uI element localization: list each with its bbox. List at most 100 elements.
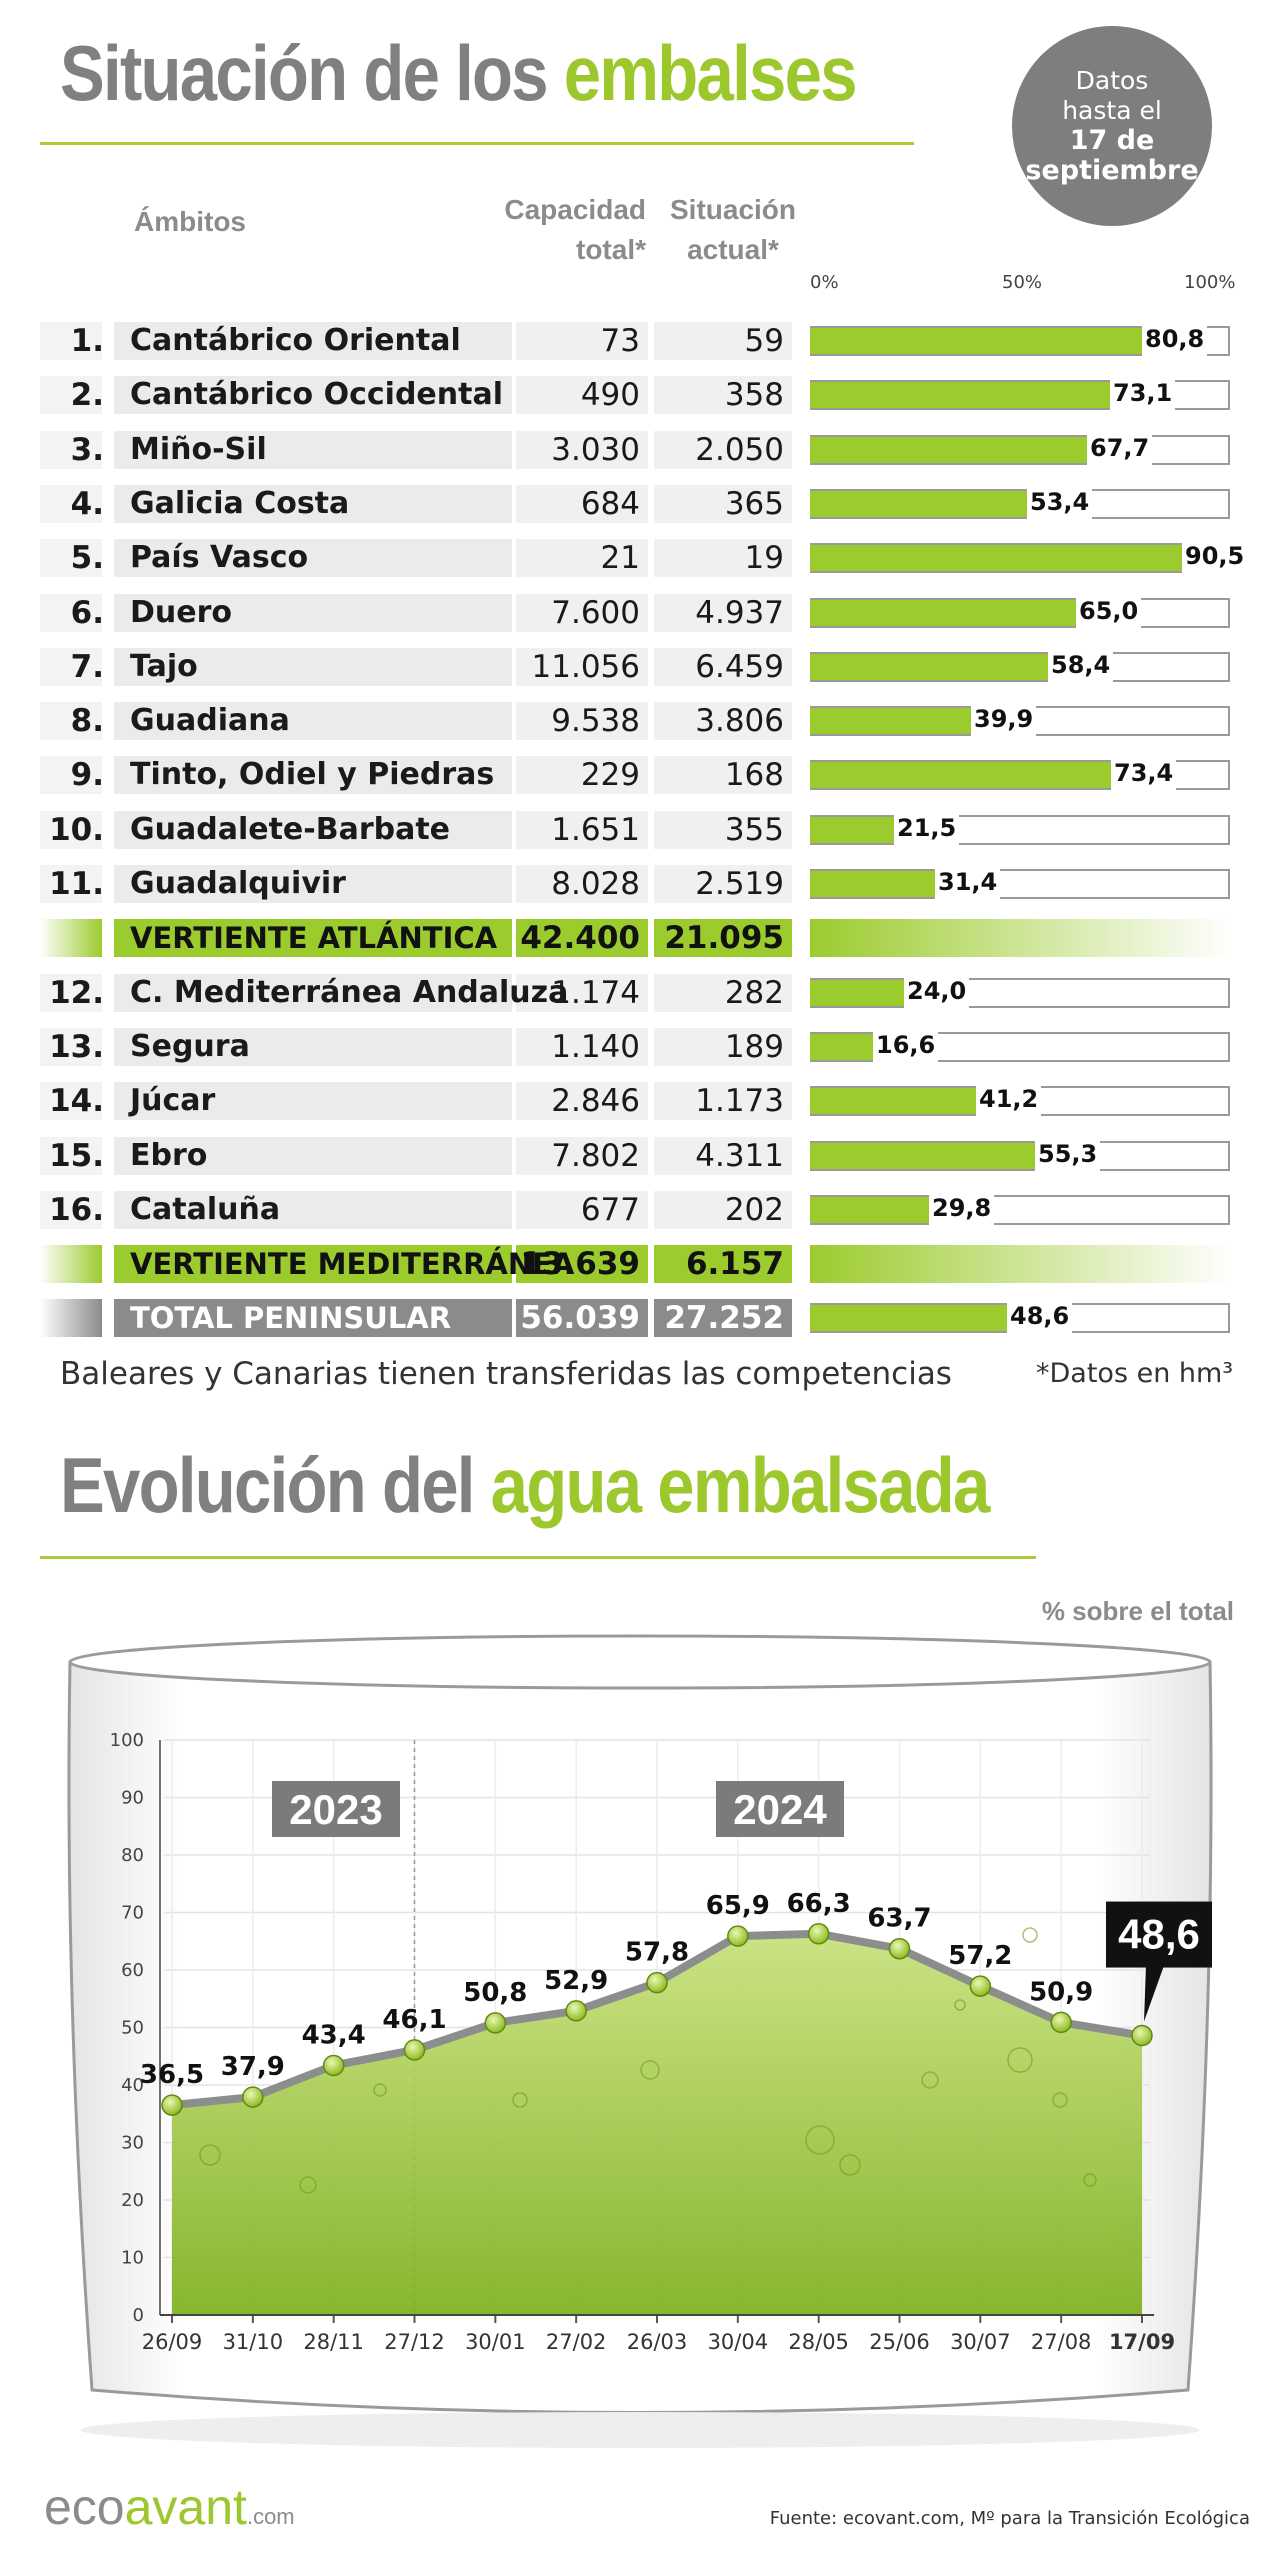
table-row: 15. Ebro 7.802 4.311 55,3 <box>40 1133 1240 1179</box>
row-cap-bg <box>516 1191 648 1229</box>
row-name-bg <box>114 594 512 632</box>
row-number: 12. <box>49 975 104 1011</box>
row-name-bg <box>114 1028 512 1066</box>
row-number: 7. <box>70 649 104 685</box>
col-situacion-line2: actual* <box>687 234 779 265</box>
logo-part3: .com <box>246 2504 295 2529</box>
x-tick-label: 30/01 <box>465 2330 526 2354</box>
pct-bar: 31,4 <box>810 865 1230 899</box>
pct-label: 21,5 <box>894 811 960 845</box>
summary-capacidad: 56.039 <box>520 1300 640 1336</box>
pct-label: 53,4 <box>1027 485 1093 519</box>
row-num-bg <box>40 594 102 632</box>
y-tick-label: 20 <box>121 2190 144 2211</box>
row-capacidad: 21 <box>600 540 640 576</box>
page-title: Situación de los embalses <box>60 28 858 119</box>
section2-title: Evolución del agua embalsada <box>60 1440 990 1531</box>
row-cap-bg <box>516 702 648 740</box>
data-label: 52,9 <box>544 1966 608 1996</box>
summary-capacidad: 13.639 <box>520 1246 640 1282</box>
row-cap-bg <box>516 974 648 1012</box>
summary-name: VERTIENTE MEDITERRÁNEA <box>130 1247 575 1281</box>
row-sit-bg <box>654 974 792 1012</box>
summary-right-fade <box>810 1245 1232 1283</box>
row-name: Segura <box>130 1029 250 1064</box>
row-name: Guadiana <box>130 703 290 738</box>
summary-sit-bg <box>654 1299 792 1337</box>
row-situacion: 2.519 <box>695 866 784 902</box>
source-note: Fuente: ecovant.com, Mº para la Transici… <box>769 2508 1250 2529</box>
row-sit-bg <box>654 431 792 469</box>
row-situacion: 6.459 <box>695 649 784 685</box>
row-name: C. Mediterránea Andaluza <box>130 975 569 1010</box>
row-name-bg <box>114 539 512 577</box>
year-label-bg <box>272 1781 400 1837</box>
section2-title-part1: Evolución del <box>60 1441 475 1529</box>
row-num-bg <box>40 485 102 523</box>
table-row: 12. C. Mediterránea Andaluza 1.174 282 24,0 <box>40 970 1240 1016</box>
bubble <box>199 2144 221 2166</box>
summary-name: VERTIENTE ATLÁNTICA <box>130 921 498 955</box>
row-cap-bg <box>516 485 648 523</box>
pct-bar: 58,4 <box>810 648 1230 682</box>
y-tick-label: 60 <box>121 1960 144 1981</box>
row-name: Miño-Sil <box>130 432 267 467</box>
row-cap-bg <box>516 539 648 577</box>
row-sit-bg <box>654 865 792 903</box>
pct-bar-fill <box>810 817 900 843</box>
note-right: *Datos en hm³ <box>1036 1358 1234 1389</box>
data-point <box>1131 2024 1153 2047</box>
summary-situacion: 6.157 <box>685 1246 784 1282</box>
row-name-bg <box>114 865 512 903</box>
col-situacion: Situación actual* <box>668 190 798 270</box>
table-row: 10. Guadalete-Barbate 1.651 355 21,5 <box>40 807 1240 853</box>
data-point <box>969 1975 992 1997</box>
row-num-bg <box>40 1082 102 1120</box>
row-capacidad: 7.802 <box>551 1138 640 1174</box>
row-sit-bg <box>654 322 792 360</box>
row-num-bg <box>40 811 102 849</box>
row-situacion: 4.311 <box>695 1138 784 1174</box>
row-situacion: 365 <box>724 486 784 522</box>
pct-label: 41,2 <box>976 1082 1042 1116</box>
row-capacidad: 684 <box>580 486 640 522</box>
pct-label: 24,0 <box>904 974 970 1008</box>
data-label: 57,8 <box>625 1938 689 1968</box>
row-name: Guadalete-Barbate <box>130 812 451 847</box>
table-row: 11. Guadalquivir 8.028 2.519 31,4 <box>40 861 1240 907</box>
callout-box <box>1106 1901 1212 1968</box>
row-situacion: 355 <box>724 812 784 848</box>
bubble <box>373 2083 387 2097</box>
row-name-bg <box>114 322 512 360</box>
bubble <box>839 2154 861 2176</box>
row-situacion: 1.173 <box>695 1083 784 1119</box>
pct-bar-fill <box>810 1197 935 1223</box>
row-capacidad: 1.651 <box>551 812 640 848</box>
scale-0: 0% <box>810 272 839 293</box>
row-sit-bg <box>654 702 792 740</box>
x-tick-label: 25/06 <box>869 2330 930 2354</box>
row-sit-bg <box>654 594 792 632</box>
row-name: Cantábrico Oriental <box>130 323 461 358</box>
data-point <box>565 2000 587 2022</box>
row-number: 4. <box>70 486 104 522</box>
pct-bar-fill <box>810 545 1188 571</box>
pct-bar-fill <box>810 980 910 1006</box>
data-label: 36,5 <box>140 2060 204 2090</box>
badge-line1: Datos <box>1075 66 1149 95</box>
row-capacidad: 7.600 <box>551 595 640 631</box>
row-number: 6. <box>70 595 104 631</box>
row-cap-bg <box>516 431 648 469</box>
row-name-bg <box>114 1082 512 1120</box>
summary-row-med: VERTIENTE MEDITERRÁNEA 13.639 6.157 <box>40 1241 1240 1287</box>
data-point <box>403 2039 426 2061</box>
row-number: 13. <box>49 1029 104 1065</box>
pct-label: 29,8 <box>929 1191 995 1225</box>
pct-label: 73,1 <box>1110 376 1176 410</box>
badge-line3: 17 de <box>1069 125 1155 156</box>
pct-bar-fill <box>810 600 1082 626</box>
row-sit-bg <box>654 1137 792 1175</box>
row-name: Tinto, Odiel y Piedras <box>130 757 495 792</box>
bubble <box>954 1999 966 2011</box>
row-name-bg <box>114 431 512 469</box>
